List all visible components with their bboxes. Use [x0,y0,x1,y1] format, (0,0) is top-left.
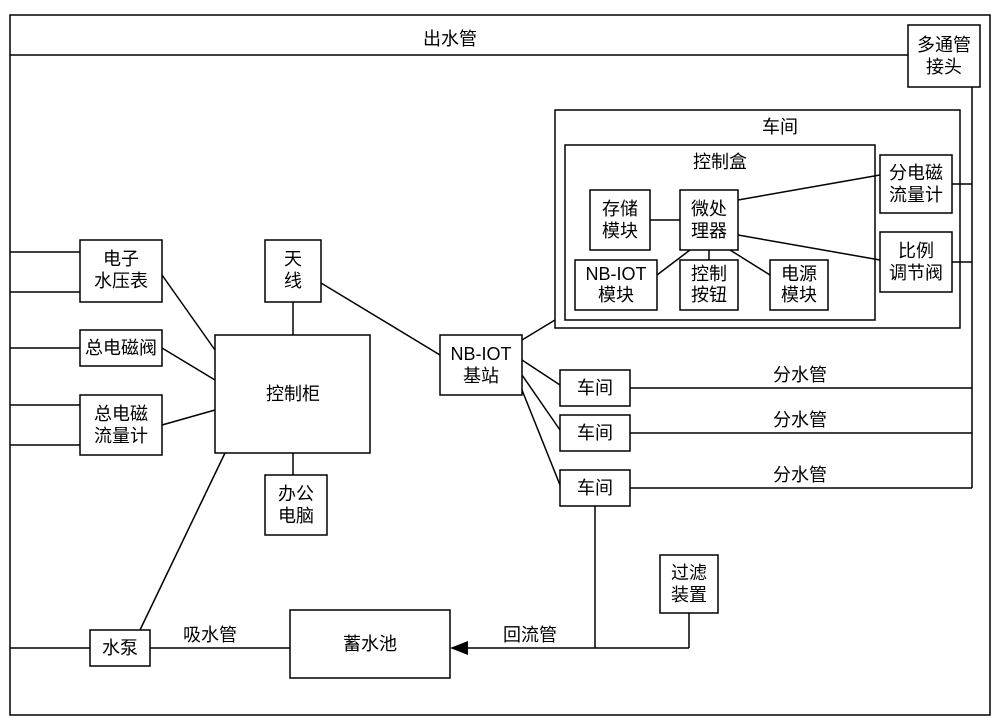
control-cabinet-label: 控制柜 [266,384,320,404]
label-suction-pipe: 吸水管 [183,625,237,645]
storage-module-l1: 存储 [602,199,638,219]
pressure-gauge-l1: 电子 [103,249,139,269]
sub-em-flowmeter-l1: 分电磁 [889,163,943,183]
nbiot-module-l1: NB-IOT [586,264,647,284]
storage-module-l2: 模块 [602,221,638,241]
workshop-group-title: 车间 [762,117,798,137]
label-return-pipe: 回流管 [503,625,557,645]
power-module-l1: 电源 [781,264,817,284]
reservoir-label: 蓄水池 [343,634,397,654]
workshop2-label: 车间 [577,378,613,398]
main-solenoid-label: 总电磁阀 [85,338,157,358]
manifold-joint-l2: 接头 [926,57,962,77]
main-em-flowmeter-l2: 流量计 [94,426,148,446]
workshop3-label: 车间 [577,423,613,443]
manifold-joint-l1: 多通管 [917,35,971,55]
label-outlet-pipe: 出水管 [423,29,477,49]
nbiot-base-l2: 基站 [463,366,499,386]
diagram-canvas: 多通管 接头 车间 控制盒 存储 模块 微处 理器 NB-IOT 模块 控制 按… [0,0,1000,726]
office-pc-l1: 办公 [278,484,314,504]
label-branch-pipe-3: 分水管 [773,465,827,485]
pump-label: 水泵 [102,638,138,658]
microprocessor-l2: 理器 [691,221,727,241]
nbiot-module-l2: 模块 [598,285,634,305]
workshop4-label: 车间 [577,478,613,498]
office-pc-l2: 电脑 [278,506,314,526]
microprocessor-l1: 微处 [691,199,727,219]
label-branch-pipe-2: 分水管 [773,410,827,430]
filter-l2: 装置 [671,585,707,605]
antenna-l2: 线 [284,271,302,291]
proportional-valve-l1: 比例 [898,241,934,261]
sub-em-flowmeter-l2: 流量计 [889,185,943,205]
filter-l1: 过滤 [671,563,707,583]
antenna-l1: 天 [284,249,302,269]
power-module-l2: 模块 [781,285,817,305]
control-button-l1: 控制 [691,264,727,284]
main-em-flowmeter-l1: 总电磁 [94,404,148,424]
nbiot-base-l1: NB-IOT [451,344,512,364]
control-button-l2: 按钮 [691,285,727,305]
pressure-gauge-l2: 水压表 [94,271,148,291]
label-branch-pipe-1: 分水管 [773,365,827,385]
proportional-valve-l2: 调节阀 [889,263,943,283]
control-box-title: 控制盒 [693,152,747,172]
